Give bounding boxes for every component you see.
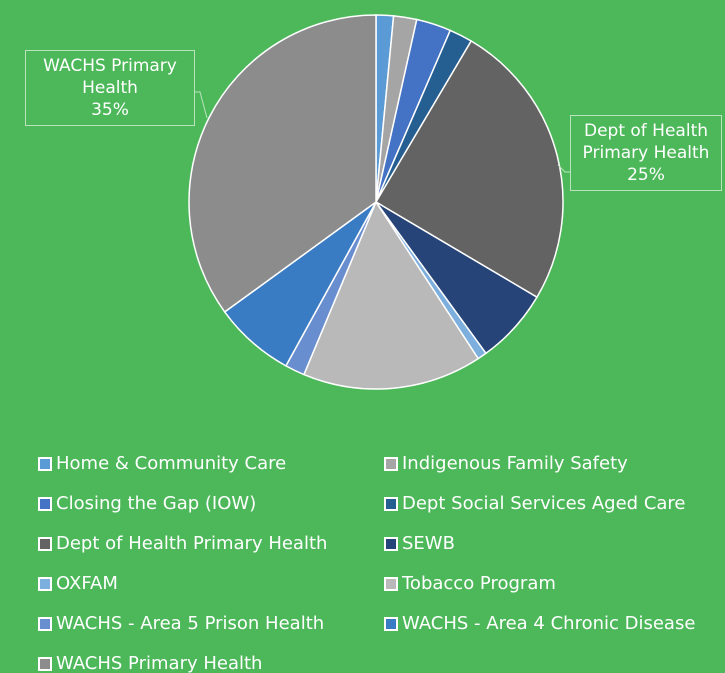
- legend-label: WACHS - Area 4 Chronic Disease: [402, 613, 696, 634]
- legend-item: Home & Community Care: [38, 453, 286, 474]
- leader-line: [557, 164, 570, 173]
- legend-label: OXFAM: [56, 573, 118, 594]
- legend-item: WACHS Primary Health: [38, 653, 262, 673]
- legend-swatch: [38, 536, 52, 551]
- legend-item: Dept of Health Primary Health: [38, 533, 327, 554]
- legend-item: Dept Social Services Aged Care: [384, 493, 686, 514]
- legend-label: WACHS - Area 5 Prison Health: [56, 613, 325, 634]
- data-label-name: Dept of Health Primary Health: [582, 121, 710, 163]
- leader-line: [195, 91, 208, 119]
- legend-swatch: [38, 496, 52, 511]
- legend-item: WACHS - Area 4 Chronic Disease: [384, 613, 695, 634]
- data-label: WACHS Primary Health 35%: [25, 50, 195, 126]
- legend-item: OXFAM: [38, 573, 118, 594]
- legend-item: WACHS - Area 5 Prison Health: [38, 613, 324, 634]
- legend-label: Tobacco Program: [402, 573, 556, 594]
- legend-swatch: [38, 456, 52, 471]
- pie-slice: [302, 200, 480, 390]
- legend-swatch: [384, 536, 398, 551]
- legend-swatch: [38, 576, 52, 591]
- data-label-name: WACHS Primary Health: [43, 56, 177, 98]
- pie-slice: [188, 14, 377, 313]
- legend-item: SEWB: [384, 533, 455, 554]
- legend-swatch: [38, 616, 52, 631]
- legend-swatch: [384, 616, 398, 631]
- data-label-value: 25%: [627, 165, 665, 185]
- legend-label: Dept of Health Primary Health: [56, 533, 328, 554]
- legend-label: Indigenous Family Safety: [402, 453, 628, 474]
- legend-label: Home & Community Care: [56, 453, 287, 474]
- data-label: Dept of Health Primary Health 25%: [570, 115, 722, 191]
- legend-item: Tobacco Program: [384, 573, 556, 594]
- legend-swatch: [384, 496, 398, 511]
- data-label-value: 35%: [91, 100, 129, 120]
- legend-swatch: [38, 656, 52, 671]
- pie-slice: [374, 40, 564, 299]
- legend-label: Dept Social Services Aged Care: [402, 493, 686, 514]
- legend-label: Closing the Gap (IOW): [56, 493, 257, 514]
- legend-item: Indigenous Family Safety: [384, 453, 628, 474]
- legend-label: SEWB: [402, 533, 455, 554]
- legend-item: Closing the Gap (IOW): [38, 493, 256, 514]
- legend-label: WACHS Primary Health: [56, 653, 263, 673]
- legend-swatch: [384, 576, 398, 591]
- legend-swatch: [384, 456, 398, 471]
